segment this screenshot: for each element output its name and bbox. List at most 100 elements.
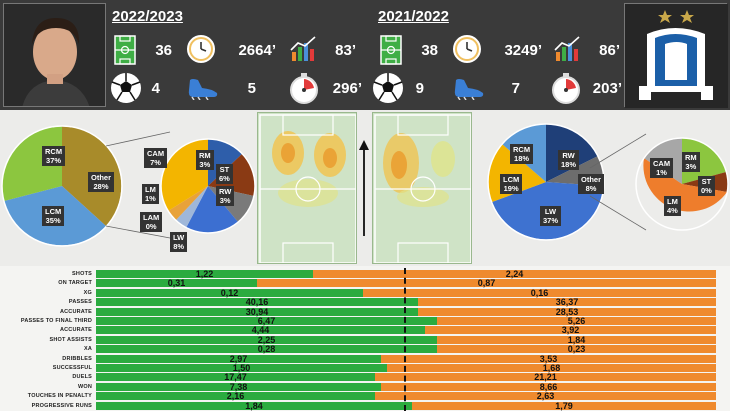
stopwatch-icon: [552, 73, 580, 104]
stat-label: ON TARGET: [58, 280, 92, 287]
stat-value-current: 0,12: [220, 287, 239, 298]
stat-bar-previous: [363, 288, 716, 297]
stat-row: TOUCHES IN PENALTY 2,16 2,63: [0, 391, 730, 401]
stat-label: ACCURATE: [59, 327, 92, 334]
stat-label: PASSES: [68, 299, 92, 306]
stat-bar-previous: [418, 298, 716, 307]
stats-comparison: SHOTS 1,22 2,24 ON TARGET 0,31 0,87 XG 0,12 0,16…: [0, 266, 730, 411]
header-panel: 2022/2023 2021/2022 36 2664’ 83’ 4 5: [0, 0, 730, 110]
pie-label-pct: 28%: [93, 182, 109, 191]
stat-value-previous: 0,87: [477, 278, 496, 289]
dynamo-logo: [624, 3, 728, 108]
stat-bar-current: [96, 392, 375, 401]
stat-value-previous: 21,21: [534, 372, 557, 383]
stat-bar-previous: [387, 364, 716, 372]
pie-label-current-other: LM 1%: [142, 184, 159, 204]
pie-label-pct: 18%: [561, 160, 577, 169]
average-divider: [404, 268, 406, 411]
pie-label-text: RCM: [513, 145, 531, 154]
current-goals: 4: [151, 80, 160, 97]
stat-bar-current: [96, 354, 381, 363]
stat-label: DRIBBLES: [62, 355, 92, 362]
pie-label-previous-other: RM 3%: [682, 152, 700, 172]
stopwatch-icon: [290, 73, 318, 104]
pie-label-current-main: Other 28%: [88, 172, 115, 192]
pie-label-text: CAM: [147, 149, 165, 158]
pie-label-pct: 37%: [46, 156, 62, 165]
boot-icon: [454, 79, 484, 100]
stat-bar-current: [96, 326, 425, 335]
pie-label-previous-main: LW 37%: [540, 206, 562, 226]
stat-row: ON TARGET 0,31 0,87: [0, 278, 730, 288]
boot-icon: [188, 79, 218, 100]
pie-label-text: LCM: [45, 207, 62, 216]
previous-goal-every: 203’: [592, 80, 622, 97]
stat-row: WON 7,38 8,66: [0, 382, 730, 392]
pie-label-pct: 1%: [145, 194, 156, 203]
stat-row: PASSES 40,16 36,37: [0, 297, 730, 307]
stat-label: ACCURATE: [59, 308, 92, 315]
pie-label-current-other: LW 8%: [170, 232, 188, 252]
stat-bar-current: [96, 401, 412, 410]
stat-value-previous: 1,68: [542, 363, 561, 373]
stat-value-current: 40,16: [245, 297, 269, 308]
stat-row: PROGRESSIVE RUNS 1,84 1,79: [0, 401, 730, 411]
pie-label-text: RM: [199, 151, 211, 160]
stat-value-current: 17,47: [224, 372, 247, 383]
current-matches: 36: [155, 42, 172, 59]
pie-label-text: LM: [145, 185, 156, 194]
stat-label: SHOTS: [72, 271, 92, 277]
stat-bar-current: [96, 335, 437, 344]
stat-row: ACCURATE 4,44 3,92: [0, 325, 730, 335]
stat-bar-previous: [375, 392, 716, 401]
stat-value-current: 2,16: [226, 391, 245, 402]
stat-value-previous: 1,84: [567, 334, 586, 345]
previous-assists: 7: [511, 80, 520, 97]
stat-label: WON: [77, 383, 92, 390]
pie-label-pct: 3%: [199, 160, 211, 169]
stat-bar-current: [96, 270, 313, 278]
pie-label-text: RW: [562, 151, 575, 160]
stat-bar-previous: [437, 317, 716, 325]
stat-bar-previous: [375, 373, 716, 382]
pie-slice-rm-previous: [682, 138, 726, 184]
stat-value-previous: 3,53: [539, 353, 558, 364]
pie-label-text: RCM: [45, 147, 63, 156]
stat-row: PASSES TO FINAL THIRD 6,47 5,26: [0, 316, 730, 326]
stat-value-current: 7,38: [229, 381, 248, 392]
pie-label-text: LW: [173, 233, 185, 242]
pie-label-pct: 18%: [514, 154, 530, 163]
pie-label-previous-main: LCM 19%: [500, 174, 523, 194]
pie-label-pct: 4%: [667, 206, 678, 215]
pie-slice-rcm-current: [2, 126, 62, 201]
stat-value-previous: 3,92: [561, 325, 580, 336]
pie-label-pct: 6%: [219, 174, 230, 183]
pie-label-text: LCM: [503, 175, 520, 184]
stat-value-current: 1,50: [232, 363, 251, 373]
stat-row: SHOT ASSISTS 2,25 1,84: [0, 335, 730, 345]
stat-bar-previous: [437, 345, 716, 354]
previous-rating: 86’: [599, 42, 620, 59]
stat-bar-current: [96, 298, 418, 307]
stat-value-current: 2,97: [229, 353, 248, 364]
pie-label-previous-other: CAM 1%: [650, 158, 674, 178]
stat-value-current: 6,47: [257, 316, 276, 326]
stat-bar-current: [96, 364, 387, 372]
pie-label-previous-main: RW 18%: [558, 150, 580, 170]
chart-icon: [290, 36, 316, 61]
stat-value-current: 4,44: [251, 325, 270, 336]
stat-row: XA 0,28 0,23: [0, 344, 730, 354]
stat-bar-current: [96, 382, 381, 391]
stat-value-current: 0,31: [167, 278, 186, 289]
pie-label-text: CAM: [653, 159, 671, 168]
stat-value-previous: 28,53: [555, 306, 579, 317]
season-current-title: 2022/2023: [112, 8, 183, 25]
current-rating: 83’: [335, 42, 356, 59]
pie-label-pct: 1%: [656, 168, 667, 177]
stat-value-previous: 0,23: [567, 344, 586, 355]
stat-label: SHOT ASSISTS: [49, 336, 92, 343]
stat-label: DUELS: [72, 374, 92, 381]
attack-direction-arrow: [359, 140, 369, 236]
stat-value-current: 1,84: [245, 400, 263, 411]
chart-icon: [554, 36, 580, 61]
